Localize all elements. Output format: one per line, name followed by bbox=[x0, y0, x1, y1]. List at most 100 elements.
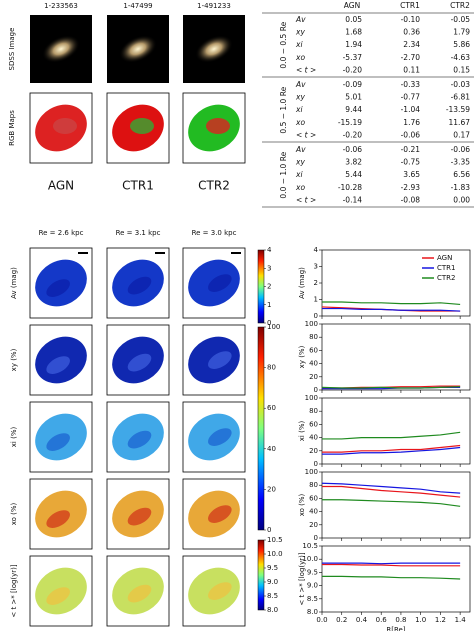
y-tick-label: 100 bbox=[305, 320, 318, 328]
map-patch bbox=[208, 582, 232, 600]
y-axis-label: Av (mag) bbox=[298, 267, 306, 299]
table-cell: -0.03 bbox=[451, 80, 471, 89]
group-label: 0.0 − 1.0 Re bbox=[279, 151, 288, 198]
y-tick-label: 40 bbox=[309, 508, 318, 516]
y-tick-label: 40 bbox=[309, 360, 318, 368]
colorbar-tick-label: 100 bbox=[267, 323, 280, 331]
plot-frame bbox=[321, 249, 471, 317]
colorbar-tick-label: 20 bbox=[267, 485, 276, 493]
y-tick-label: 0 bbox=[314, 534, 318, 542]
table-row-label: xo bbox=[295, 118, 305, 127]
table-cell: -10.28 bbox=[338, 183, 362, 192]
table-cell: 5.44 bbox=[345, 170, 362, 179]
y-tick-label: 2 bbox=[314, 279, 318, 287]
table-cell: -0.21 bbox=[401, 145, 421, 154]
table-cell: -0.20 bbox=[343, 130, 363, 139]
y-axis-label: < t >* [log(yr)] bbox=[298, 552, 306, 606]
map-patch bbox=[46, 279, 70, 297]
map-patch bbox=[208, 274, 232, 292]
re-label: Re = 2.6 kpc bbox=[39, 229, 84, 237]
table-cell: 2.34 bbox=[403, 40, 420, 49]
table-cell: -0.10 bbox=[401, 15, 421, 24]
legend-label: AGN bbox=[437, 254, 452, 262]
colorbar-tick-label: 80 bbox=[267, 364, 276, 372]
colorbar-tick-label: 60 bbox=[267, 404, 276, 412]
y-tick-label: 0 bbox=[314, 312, 318, 320]
colorbar-tick-label: 2 bbox=[267, 283, 271, 291]
colorbar-tick-label: 9.0 bbox=[267, 578, 278, 586]
table-header: AGN bbox=[344, 1, 360, 10]
map-patch bbox=[127, 276, 152, 295]
y-tick-label: 8.5 bbox=[307, 595, 318, 603]
y-tick-label: 10.5 bbox=[302, 542, 318, 550]
colorbar-tick-label: 10.0 bbox=[267, 550, 283, 558]
series-line bbox=[322, 563, 461, 567]
colorbar-tick-label: 3 bbox=[267, 264, 271, 272]
y-tick-label: 0 bbox=[314, 460, 318, 468]
x-tick-label: 0.2 bbox=[336, 616, 347, 624]
legend-label: CTR2 bbox=[437, 274, 455, 282]
group-label: 0.0 − 0.5 Re bbox=[279, 21, 288, 68]
y-tick-label: 80 bbox=[309, 407, 318, 415]
rgb-patch bbox=[53, 118, 77, 134]
series-line bbox=[322, 444, 461, 453]
x-tick-label: 0.8 bbox=[395, 616, 406, 624]
table-cell: 11.67 bbox=[449, 118, 471, 127]
table-row-label: xo bbox=[295, 53, 305, 62]
y-tick-label: 20 bbox=[309, 521, 318, 529]
map-row-label: Av (mag) bbox=[10, 267, 18, 299]
table-row-label: xy bbox=[295, 158, 305, 167]
map-row-label: xo (%) bbox=[10, 502, 18, 525]
map-patch bbox=[46, 587, 70, 605]
y-axis-label: xi (%) bbox=[298, 421, 306, 442]
table-cell: -0.06 bbox=[401, 130, 421, 139]
table-cell: -2.93 bbox=[401, 183, 421, 192]
y-tick-label: 60 bbox=[309, 420, 318, 428]
table-cell: 0.36 bbox=[403, 28, 420, 37]
map-patch bbox=[208, 428, 232, 446]
table-cell: -0.33 bbox=[401, 80, 421, 89]
table-row-label: < t > bbox=[296, 130, 316, 139]
table-cell: -0.75 bbox=[401, 158, 421, 167]
table-cell: -4.63 bbox=[451, 53, 471, 62]
y-tick-label: 100 bbox=[305, 468, 318, 476]
map-patch bbox=[208, 351, 232, 369]
series-line bbox=[322, 431, 461, 440]
series-line bbox=[322, 562, 461, 565]
galaxy-id: 1-233563 bbox=[44, 2, 78, 10]
map-patch bbox=[46, 356, 70, 374]
galaxy bbox=[195, 35, 233, 63]
y-tick-label: 4 bbox=[314, 246, 319, 254]
table-cell: 0.05 bbox=[345, 15, 362, 24]
table-cell: -0.05 bbox=[451, 15, 471, 24]
table-row-label: Av bbox=[295, 15, 306, 24]
series-line bbox=[322, 446, 461, 455]
table-cell: 0.11 bbox=[403, 65, 420, 74]
rgb-patch bbox=[206, 118, 230, 134]
x-axis-label: R[Re] bbox=[386, 626, 405, 631]
table-cell: 0.15 bbox=[453, 65, 470, 74]
table-cell: -0.09 bbox=[343, 80, 363, 89]
group-label: 0.5 − 1.0 Re bbox=[279, 86, 288, 133]
map-patch bbox=[127, 430, 152, 449]
series-line bbox=[321, 386, 461, 389]
series-line bbox=[322, 301, 461, 306]
y-axis-label: xy (%) bbox=[298, 345, 306, 368]
table-cell: 0.00 bbox=[453, 195, 470, 204]
table-cell: -6.81 bbox=[451, 93, 471, 102]
table-cell: 5.01 bbox=[345, 93, 362, 102]
y-tick-label: 20 bbox=[309, 373, 318, 381]
table-row-label: Av bbox=[295, 80, 306, 89]
y-tick-label: 3 bbox=[314, 263, 318, 271]
y-tick-label: 100 bbox=[305, 394, 318, 402]
map-patch bbox=[127, 584, 152, 603]
map-patch bbox=[46, 510, 70, 528]
class-label: AGN bbox=[48, 179, 74, 193]
table-row-label: < t > bbox=[296, 195, 316, 204]
re-label: Re = 3.1 kpc bbox=[116, 229, 161, 237]
table-row-label: xo bbox=[295, 183, 305, 192]
table-row-label: Av bbox=[295, 145, 306, 154]
table-header: CTR1 bbox=[400, 1, 420, 10]
map-row-label: xy (%) bbox=[10, 348, 18, 371]
galaxy-id: 1-47499 bbox=[123, 2, 152, 10]
